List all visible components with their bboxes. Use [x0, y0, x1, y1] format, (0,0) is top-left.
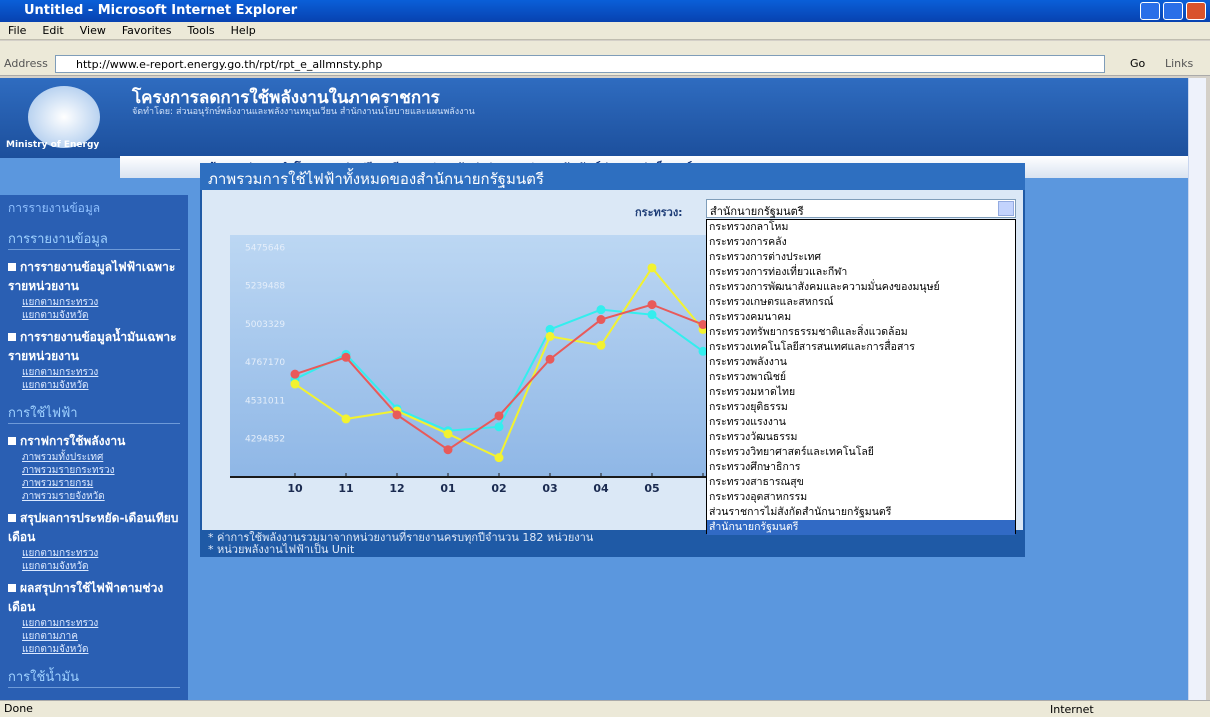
sidebar-link[interactable]: ภาพรวมรายจังหวัด — [22, 491, 105, 502]
selected-value: สำนักนายกรัฐมนตรี — [710, 205, 804, 218]
sidebar-link[interactable]: แยกตามกระทรวง — [22, 297, 99, 308]
address-label: Address — [4, 57, 48, 70]
logo-text: Ministry of Energy — [6, 140, 100, 150]
section-heading: การใช้ไฟฟ้า — [8, 402, 180, 424]
window-title: Untitled - Microsoft Internet Explorer — [24, 3, 298, 18]
option[interactable]: กระทรวงสาธารณสุข — [709, 476, 804, 488]
option[interactable]: กระทรวงยุติธรรม — [709, 401, 788, 413]
address-bar: Address http://www.e-report.energy.go.th… — [0, 52, 1210, 76]
option[interactable]: กระทรวงคมนาคม — [709, 311, 792, 323]
menu-item[interactable]: Tools — [187, 24, 215, 37]
panel-title: ภาพรวมการใช้ไฟฟ้าทั้งหมดของสำนักนายกรัฐม… — [200, 163, 1025, 190]
go-button[interactable]: Go — [1130, 57, 1146, 70]
option[interactable]: กระทรวงเกษตรและสหกรณ์ — [709, 296, 834, 308]
option[interactable]: กระทรวงการคลัง — [709, 236, 787, 248]
ministry-select[interactable]: สำนักนายกรัฐมนตรี — [706, 199, 1016, 218]
option[interactable]: กระทรวงกลาโหม — [709, 221, 789, 233]
sidebar: การรายงานข้อมูล การรายงานข้อมูล การรายงานข… — [0, 195, 188, 700]
section-heading: การใช้น้ำมัน — [8, 666, 180, 688]
option[interactable]: กระทรวงวิทยาศาสตร์และเทคโนโลยี — [709, 446, 874, 458]
filter-label: กระทรวง: — [635, 206, 683, 219]
sidebar-link[interactable]: แยกตามกระทรวง — [22, 618, 99, 629]
option[interactable]: กระทรวงการต่างประเทศ — [709, 251, 822, 263]
logo — [28, 86, 100, 148]
group-title[interactable]: สรุปผลการประหยัด-เดือนเทียบเดือน — [8, 509, 180, 547]
note: * หน่วยพลังงานไฟฟ้าเป็น Unit — [208, 543, 355, 556]
group-title[interactable]: การรายงานข้อมูลน้ำมันเฉพาะรายหน่วยงาน — [8, 328, 180, 366]
option[interactable]: กระทรวงพลังงาน — [709, 356, 787, 368]
sidebar-link[interactable]: ภาพรวมทั้งประเทศ — [22, 452, 104, 463]
links[interactable]: Links — [1165, 57, 1194, 70]
option[interactable]: กระทรวงเทคโนโลยีสารสนเทศและการสื่อสาร — [709, 341, 915, 353]
sidebar-link[interactable]: ภาพรวมรายกรม — [22, 478, 94, 489]
group-title[interactable]: การรายงานข้อมูลไฟฟ้าเฉพาะรายหน่วยงาน — [8, 258, 180, 296]
dropdown-list: กระทรวงกลาโหมกระทรวงการคลังกระทรวงการต่า… — [706, 219, 1016, 535]
section-heading: การรายงานข้อมูล — [8, 228, 180, 250]
sidebar-link[interactable]: แยกตามภาค — [22, 631, 78, 642]
toolbar — [0, 41, 1210, 52]
sidebar-link[interactable]: แยกตามกระทรวง — [22, 367, 99, 378]
sidebar-link[interactable]: ภาพรวมรายกระทรวง — [22, 465, 115, 476]
title-bar: Untitled - Microsoft Internet Explorer — [0, 0, 1210, 22]
option[interactable]: กระทรวงวัฒนธรรม — [709, 431, 798, 443]
option[interactable]: กระทรวงมหาดไทย — [709, 386, 796, 398]
sidebar-link[interactable]: แยกตามจังหวัด — [22, 310, 89, 321]
maximize[interactable] — [1163, 2, 1183, 20]
menu-item[interactable]: Help — [230, 24, 256, 37]
menu-bar: File Edit View Favorites Tools Help — [0, 22, 1210, 40]
option[interactable]: สำนักนายกรัฐมนตรี — [707, 520, 1015, 535]
menu-item[interactable]: Edit — [42, 24, 64, 37]
menu-item[interactable]: File — [8, 24, 27, 37]
site-title: โครงการลดการใช้พลังงานในภาคราชการ — [132, 88, 440, 108]
sidebar-top: การรายงานข้อมูล — [8, 201, 101, 215]
status-text: Done — [4, 702, 33, 715]
menu-item[interactable]: View — [79, 24, 106, 37]
note: * ค่าการใช้พลังงานรวมมาจากหน่วยงานที่ราย… — [208, 531, 594, 544]
dropdown-button[interactable] — [998, 201, 1014, 216]
group-title[interactable]: กราฟการใช้พลังงาน — [8, 432, 180, 451]
scrollbar[interactable] — [1188, 78, 1206, 700]
close[interactable] — [1186, 2, 1206, 20]
option[interactable]: กระทรวงศึกษาธิการ — [709, 461, 801, 473]
option[interactable]: กระทรวงแรงงาน — [709, 416, 786, 428]
option[interactable]: กระทรวงการพัฒนาสังคมและความมั่นคงของมนุษ… — [709, 281, 940, 293]
url-field[interactable]: http://www.e-report.energy.go.th/rpt/rpt… — [55, 55, 1105, 73]
minimize[interactable] — [1140, 2, 1160, 20]
sidebar-link[interactable]: แยกตามจังหวัด — [22, 561, 89, 572]
option[interactable]: ส่วนราชการไม่สังกัดสำนักนายกรัฐมนตรี — [709, 506, 892, 518]
status-bar: Done Internet — [0, 700, 1210, 717]
sidebar-link[interactable]: แยกตามจังหวัด — [22, 380, 89, 391]
sidebar-link[interactable]: แยกตามจังหวัด — [22, 644, 89, 655]
sidebar-link[interactable]: แยกตามกระทรวง — [22, 548, 99, 559]
option[interactable]: กระทรวงพาณิชย์ — [709, 371, 787, 383]
option[interactable]: กระทรวงทรัพยากรธรรมชาติและสิ่งแวดล้อม — [709, 326, 908, 338]
option[interactable]: กระทรวงอุตสาหกรรม — [709, 491, 808, 503]
group-title[interactable]: ผลสรุปการใช้ไฟฟ้าตามช่วงเดือน — [8, 579, 180, 617]
option[interactable]: กระทรวงการท่องเที่ยวและกีฬา — [709, 266, 848, 278]
site-header — [0, 78, 1188, 158]
menu-item[interactable]: Favorites — [121, 24, 172, 37]
site-subtitle: จัดทำโดย: ส่วนอนุรักษ์พลังงานและพลังงานห… — [132, 107, 475, 117]
zone: Internet — [1050, 703, 1094, 716]
